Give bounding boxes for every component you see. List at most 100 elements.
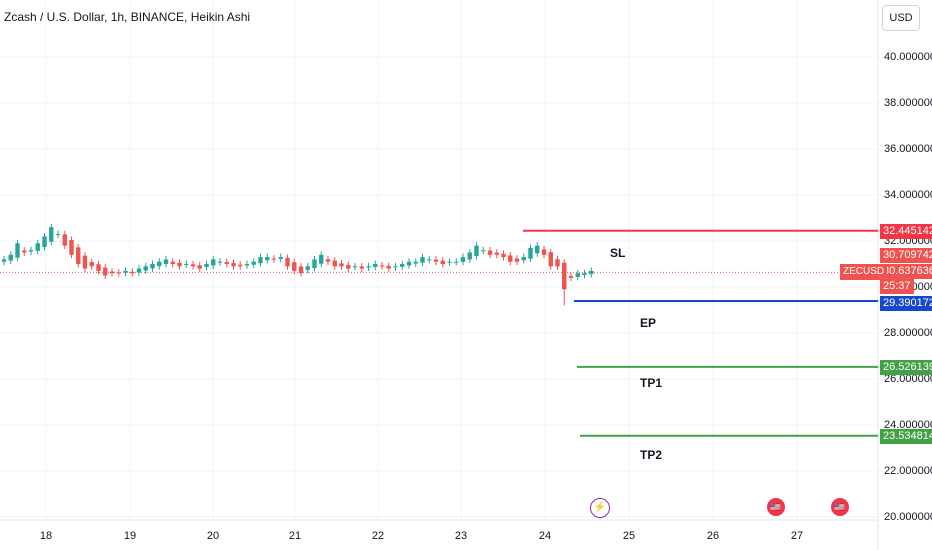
candle-body: [231, 263, 236, 267]
candle-body: [319, 254, 324, 264]
candle-body: [562, 262, 567, 290]
candle-body: [8, 254, 13, 261]
price-tick-label: 20.000000: [884, 511, 932, 523]
tp1-price-tag: 26.526139: [880, 360, 932, 375]
candle-body: [312, 259, 317, 269]
candle-body: [535, 245, 540, 254]
candle-body: [49, 227, 54, 242]
tp2-label: TP2: [640, 448, 663, 462]
ep-price-tag: 29.390172: [880, 296, 932, 311]
candle-body: [170, 261, 175, 264]
candle-body: [325, 259, 331, 262]
candle-body: [386, 265, 391, 269]
ep-label: EP: [640, 316, 657, 330]
candle-body: [116, 272, 121, 274]
candle-body: [76, 247, 81, 264]
price-tick-label: 22.000000: [884, 465, 932, 477]
candle-body: [285, 258, 290, 267]
candle-body: [427, 259, 432, 261]
time-tick-label: 22: [371, 530, 385, 542]
candle-body: [150, 264, 155, 269]
price-tick-label: 36.000000: [884, 143, 932, 155]
us-flag-event-icon[interactable]: 🇺🇸: [831, 498, 849, 516]
time-tick-label: 25: [622, 530, 636, 542]
candle-body: [575, 273, 580, 277]
candle-body: [366, 266, 371, 268]
price-tick-label: 26.000000: [884, 373, 932, 385]
time-tick-label: 20: [206, 530, 220, 542]
tp2-price-tag: 23.534814: [880, 429, 932, 444]
candle-body: [406, 261, 412, 266]
candle-body: [447, 261, 452, 263]
time-tick-label: 26: [706, 530, 720, 542]
candle-body: [22, 250, 27, 253]
candle-body: [454, 261, 459, 263]
candle-body: [89, 262, 94, 267]
candle-body: [508, 255, 513, 262]
candle-body: [271, 258, 277, 260]
candle-body: [109, 271, 115, 274]
candle-body: [130, 271, 135, 274]
symbol-tag: ZECUSD: [840, 264, 888, 280]
time-tick-label: 21: [288, 530, 302, 542]
candle-body: [474, 245, 479, 256]
candle-body: [123, 270, 128, 273]
candle-body: [555, 259, 560, 267]
candle-body: [460, 257, 466, 262]
candle-body: [251, 261, 256, 265]
candle-body: [204, 264, 209, 267]
candle-body: [332, 260, 337, 267]
candle-body: [184, 264, 189, 265]
currency-button[interactable]: USD: [882, 5, 920, 31]
candle-body: [548, 252, 553, 267]
time-tick-label: 27: [790, 530, 804, 542]
candle-body: [339, 263, 344, 267]
price-tick-label: 28.000000: [884, 327, 932, 339]
candle-body: [82, 255, 88, 269]
time-tick-label: 24: [538, 530, 552, 542]
time-tick-label: 19: [123, 530, 137, 542]
candle-body: [244, 264, 250, 266]
candle-body: [487, 250, 493, 255]
candle-body: [352, 266, 358, 268]
candle-body: [103, 267, 108, 276]
candle-body: [211, 259, 216, 266]
candle-body: [541, 249, 547, 255]
candle-body: [28, 250, 34, 252]
candle-body: [15, 243, 20, 258]
candle-body: [258, 257, 263, 264]
price-tick-label: 34.000000: [884, 189, 932, 201]
price-tick-label: 24.000000: [884, 419, 932, 431]
candle-body: [481, 250, 486, 252]
candle-body: [359, 266, 364, 269]
candle-body: [292, 262, 297, 271]
candle-body: [62, 234, 67, 246]
candle-body: [413, 261, 418, 264]
candle-body: [163, 259, 169, 264]
us-flag-event-icon[interactable]: 🇺🇸: [767, 498, 785, 516]
candle-body: [190, 264, 196, 267]
candle-body: [514, 258, 520, 262]
candle-body: [278, 257, 283, 260]
candle-body: [55, 234, 61, 236]
time-tick-label: 18: [39, 530, 53, 542]
candle-body: [298, 266, 304, 274]
candle-body: [96, 264, 101, 271]
candle-body: [494, 252, 499, 255]
candle-body: [420, 257, 425, 263]
chart-title: Zcash / U.S. Dollar, 1h, BINANCE, Heikin…: [4, 10, 251, 24]
candle-body: [501, 253, 506, 258]
candle-body: [305, 266, 310, 270]
candle-body: [238, 264, 243, 267]
price-tick-label: 38.000000: [884, 97, 932, 109]
countdown-tag: 25:37: [880, 279, 914, 294]
candle-body: [265, 257, 270, 261]
candle-body: [528, 247, 533, 259]
candle-body: [197, 265, 202, 269]
lightning-icon[interactable]: ⚡: [590, 498, 610, 518]
high-price-tag: 30.709742: [880, 248, 932, 263]
candle-body: [177, 262, 182, 267]
candle-body: [136, 268, 142, 273]
candle-body: [69, 239, 74, 255]
